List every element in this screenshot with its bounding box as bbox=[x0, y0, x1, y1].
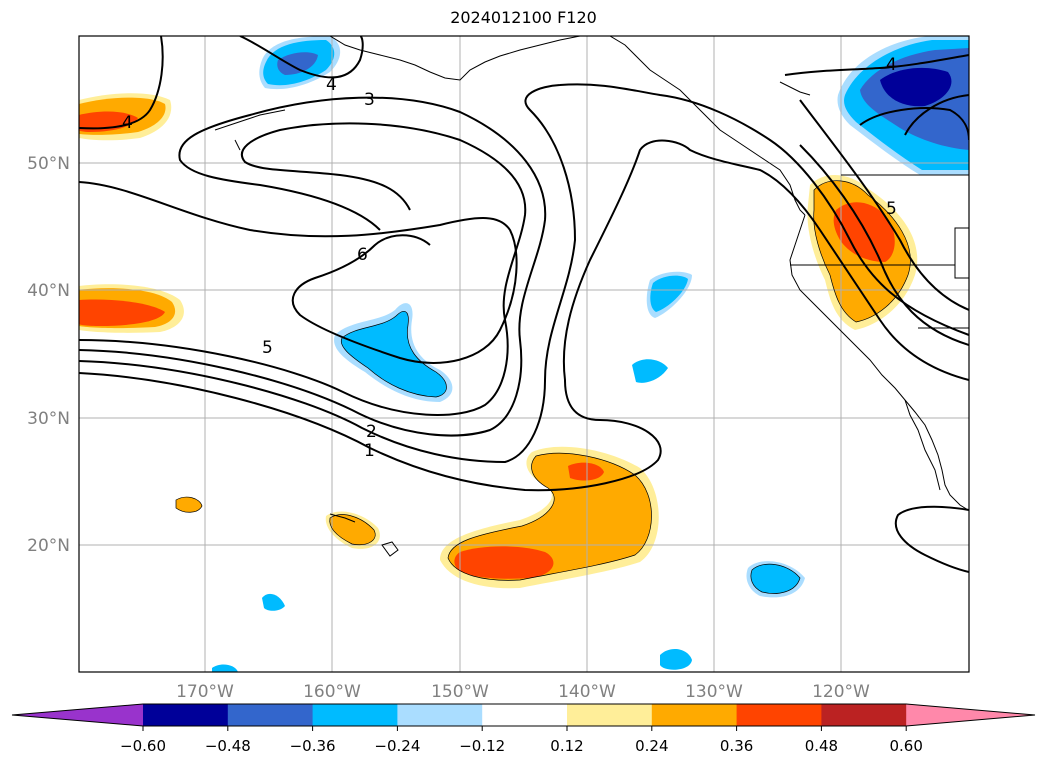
shading-positive bbox=[79, 93, 918, 589]
map-area bbox=[79, 36, 969, 672]
colorbar-segment bbox=[143, 704, 229, 726]
colorbar-tick-label: 0.24 bbox=[635, 737, 668, 755]
lat-label: 30°N bbox=[27, 409, 70, 429]
colorbar-tick-label: −0.60 bbox=[120, 737, 166, 755]
colorbar-tick-label: −0.12 bbox=[459, 737, 505, 755]
map-title: 2024012100 F120 bbox=[450, 8, 597, 27]
contour-12 bbox=[895, 505, 969, 573]
colorbar-segment bbox=[736, 704, 822, 726]
lon-label: 120°W bbox=[812, 682, 870, 702]
colorbar-segment bbox=[227, 704, 314, 726]
contour-7 bbox=[239, 36, 364, 79]
contour-label: 6 bbox=[357, 245, 368, 265]
contour-2 bbox=[79, 83, 969, 464]
contour-label: 5 bbox=[262, 338, 273, 358]
lat-label: 20°N bbox=[27, 536, 70, 556]
colorbar-tick-label: 0.60 bbox=[889, 737, 922, 755]
colorbar-tick-label: 0.36 bbox=[720, 737, 753, 755]
colorbar-tick-label: 0.48 bbox=[805, 737, 838, 755]
contour-label: 5 bbox=[886, 199, 897, 219]
colorbar-segment bbox=[397, 704, 483, 726]
contour-label: 4 bbox=[326, 75, 337, 95]
contour-lines bbox=[79, 36, 969, 573]
contour-label: 1 bbox=[364, 441, 375, 461]
lon-labels: 170°W 160°W 150°W 140°W 130°W 120°W bbox=[176, 682, 870, 702]
lon-label: 140°W bbox=[558, 682, 616, 702]
colorbar-extend-min bbox=[12, 704, 143, 726]
contour-6 bbox=[79, 36, 164, 130]
gridlines bbox=[79, 36, 969, 672]
colorbar: −0.60 −0.48 −0.36 −0.24 −0.12 0.12 0.24 0.36 0.4… bbox=[11, 703, 1036, 755]
contour-8 bbox=[784, 54, 969, 76]
contour-5 bbox=[79, 181, 518, 364]
lat-label: 50°N bbox=[27, 154, 70, 174]
lat-labels: 50°N 40°N 30°N 20°N bbox=[27, 154, 70, 556]
shading-negative bbox=[212, 36, 969, 672]
contour-13 bbox=[904, 94, 969, 136]
colorbar-segment bbox=[567, 704, 653, 726]
contour-10 bbox=[799, 144, 969, 346]
lat-label: 40°N bbox=[27, 281, 70, 301]
contour-label: 3 bbox=[364, 90, 375, 110]
contour-4 bbox=[79, 122, 527, 416]
contour-label: 4 bbox=[886, 55, 897, 75]
contour-9 bbox=[859, 107, 969, 141]
lon-label: 160°W bbox=[303, 682, 361, 702]
lon-label: 130°W bbox=[685, 682, 743, 702]
contour-labels: 1 2 3 4 4 4 5 6 5 bbox=[122, 55, 897, 461]
colorbar-tick-label: −0.24 bbox=[374, 737, 420, 755]
contour-label: 4 bbox=[122, 113, 133, 133]
lon-label: 150°W bbox=[431, 682, 489, 702]
contour-11 bbox=[799, 99, 969, 311]
contour-label: 2 bbox=[366, 422, 377, 442]
map-frame bbox=[78, 35, 970, 673]
colorbar-tick-label: −0.36 bbox=[290, 737, 336, 755]
contour-1 bbox=[79, 139, 969, 492]
lon-label: 170°W bbox=[176, 682, 234, 702]
colorbar-tick-label: −0.48 bbox=[205, 737, 251, 755]
colorbar-tick-label: 0.12 bbox=[550, 737, 583, 755]
coastlines bbox=[214, 36, 969, 557]
colorbar-extend-max bbox=[906, 704, 1035, 726]
colorbar-segment bbox=[821, 704, 907, 726]
colorbar-segment bbox=[482, 704, 568, 726]
colorbar-segment bbox=[651, 704, 738, 726]
colorbar-segment bbox=[312, 704, 398, 726]
contour-3 bbox=[79, 96, 547, 437]
